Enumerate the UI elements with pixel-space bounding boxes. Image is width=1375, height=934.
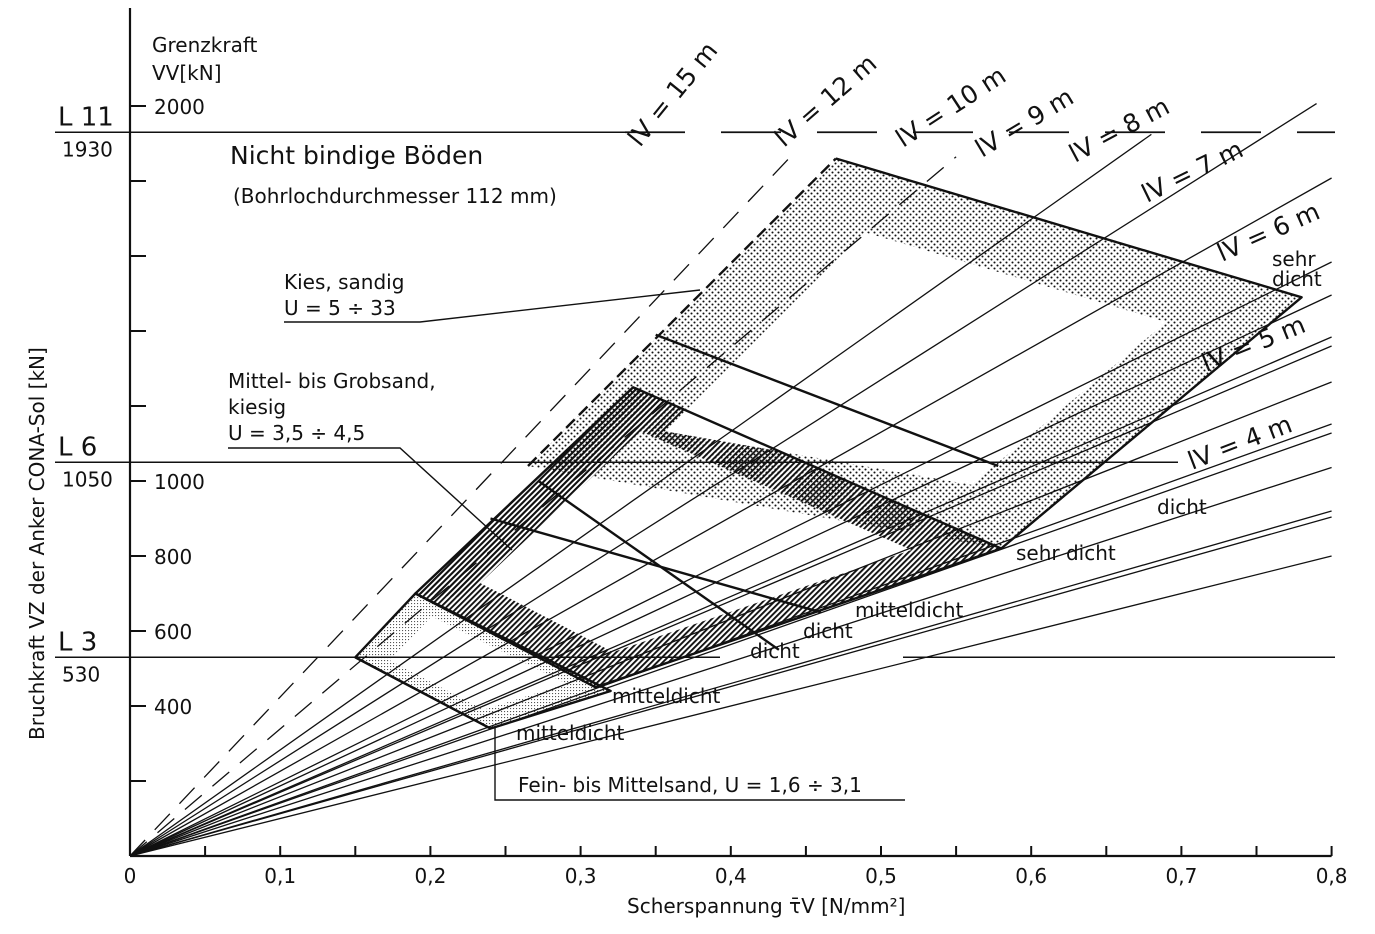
anchor-line-3 bbox=[129, 345, 1332, 857]
y-tick-label: 800 bbox=[154, 545, 192, 569]
x-tick-label: 0 bbox=[124, 864, 137, 888]
x-tick-label: 0,5 bbox=[865, 864, 897, 888]
zone-medium-coarse-sand-label: U = 3,5 ÷ 4,5 bbox=[228, 421, 365, 445]
zone-gravel-leader bbox=[284, 289, 701, 323]
anchor-length-label-9: lV = 15 m bbox=[622, 36, 723, 151]
zone-gravel-label: U = 5 ÷ 33 bbox=[284, 296, 396, 320]
y2-axis-label-line2: VV[kN] bbox=[152, 61, 222, 85]
fan-line-5 bbox=[129, 381, 1332, 857]
y-tick-label: 600 bbox=[154, 620, 192, 644]
zone-fine-sand-label: Fein- bis Mittelsand, U = 1,6 ÷ 3,1 bbox=[518, 773, 862, 797]
fan-line-2 bbox=[129, 510, 1332, 857]
density-label: dicht bbox=[1272, 267, 1322, 291]
x-tick-label: 0,1 bbox=[264, 864, 296, 888]
zone-medium-coarse-sand-leader bbox=[228, 447, 513, 551]
refline-label-l3-value: 530 bbox=[62, 662, 100, 686]
zone-medium-coarse-sand-edge bbox=[415, 387, 671, 598]
density-label: sehr dicht bbox=[1016, 541, 1116, 565]
y-axis-label: Bruchkraft VZ der Anker CONA-Sol [kN] bbox=[25, 347, 49, 740]
zone-fine-sand-leader bbox=[494, 727, 905, 801]
x-tick-label: 0,2 bbox=[414, 864, 446, 888]
x-tick-label: 0,4 bbox=[715, 864, 747, 888]
x-tick-label: 0,6 bbox=[1015, 864, 1047, 888]
anchor-line-1 bbox=[129, 516, 1332, 857]
axes bbox=[128, 8, 1333, 858]
anchor-line-6 bbox=[129, 102, 1317, 857]
density-label: mitteldicht bbox=[516, 721, 625, 745]
y-tick-label: 2000 bbox=[154, 95, 205, 119]
anchor-line-2 bbox=[129, 432, 1332, 857]
refline-label-l6-value: 1050 bbox=[62, 467, 113, 491]
chart-subtitle: (Bohrlochdurchmesser 112 mm) bbox=[233, 184, 557, 208]
refline-label-l11-name: L 11 bbox=[58, 102, 114, 132]
zone-gravel-edge bbox=[835, 157, 1303, 550]
fan-line-7 bbox=[129, 294, 1332, 857]
anchor-length-lines bbox=[129, 102, 1332, 857]
zone-fine-sand-lower-edge bbox=[354, 656, 492, 730]
x-tick-label: 0,7 bbox=[1165, 864, 1197, 888]
anchor-length-label-8: lV = 12 m bbox=[769, 49, 882, 153]
soil-zones bbox=[355, 158, 1302, 729]
anchor-line-7 bbox=[129, 133, 1152, 857]
anchor-line-9 bbox=[129, 155, 792, 857]
y-tick-label: 400 bbox=[154, 695, 192, 719]
zone-gravel-label: Kies, sandig bbox=[284, 270, 404, 294]
x-tick-label: 0,3 bbox=[565, 864, 597, 888]
y2-axis-label-line1: Grenzkraft bbox=[152, 33, 258, 57]
x-axis-label: Scherspannung τ̄V [N/mm²] bbox=[627, 894, 905, 918]
density-label: mitteldicht bbox=[855, 598, 964, 622]
fan-line-1 bbox=[129, 555, 1332, 857]
chart-title: Nicht bindige Böden bbox=[230, 141, 483, 170]
density-label: sehr bbox=[1272, 247, 1316, 271]
soil-zone-boundaries bbox=[228, 157, 1303, 801]
fan-line-6 bbox=[129, 336, 1332, 857]
density-label: mitteldicht bbox=[612, 684, 721, 708]
refline-label-l3-name: L 3 bbox=[58, 627, 97, 657]
anchor-line-4 bbox=[129, 261, 1332, 857]
fan-line-3 bbox=[129, 466, 1332, 857]
density-divider-3 bbox=[490, 517, 822, 614]
anchor-line-5 bbox=[129, 177, 1332, 857]
y-tick-label: 1000 bbox=[154, 470, 205, 494]
zone-gravel-edge-dashed bbox=[527, 157, 837, 467]
refline-label-l6-name: L 6 bbox=[58, 432, 97, 462]
density-label: dicht bbox=[1157, 495, 1207, 519]
density-divider-1 bbox=[655, 333, 999, 468]
anchor-length-label-4: lV = 7 m bbox=[1137, 134, 1248, 208]
zone-medium-coarse-sand-label: Mittel- bis Grobsand, bbox=[228, 369, 436, 393]
x-tick-label: 0,8 bbox=[1316, 864, 1348, 888]
zone-medium-coarse-sand-label: kiesig bbox=[228, 395, 286, 419]
density-label: dicht bbox=[803, 619, 853, 643]
anchor-line-8 bbox=[129, 156, 957, 857]
refline-label-l11-value: 1930 bbox=[62, 137, 113, 161]
density-label: dicht bbox=[750, 639, 800, 663]
